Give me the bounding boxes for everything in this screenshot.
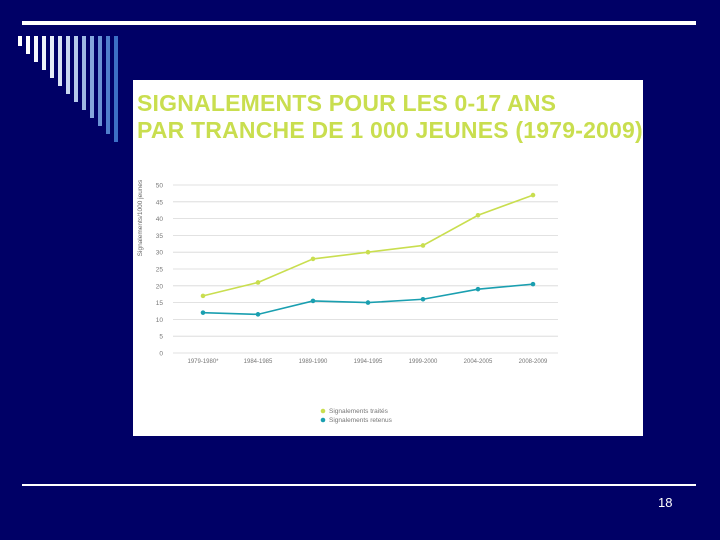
y-axis-ticks: 0 5 10 15 20 25 30 35 40 45 50 (156, 183, 164, 358)
y-tick-label: 45 (156, 199, 164, 206)
x-tick-label: 1994-1995 (354, 359, 383, 365)
legend-marker (320, 408, 326, 414)
legend-marker (320, 417, 326, 423)
x-tick-label: 1999-2000 (409, 359, 438, 365)
y-tick-label: 40 (156, 216, 164, 223)
x-tick-label: 2008-2009 (519, 359, 548, 365)
page-number: 18 (658, 495, 673, 510)
stripe (90, 36, 94, 118)
stripe (82, 36, 86, 110)
stripe (18, 36, 22, 46)
x-tick-label: 2004-2005 (464, 359, 493, 365)
chart-card: SIGNALEMENTS POUR LES 0-17 ANS PAR TRANC… (133, 80, 643, 436)
line-chart: 0 5 10 15 20 25 30 35 40 45 50 1979-1980* 1984-1985… (137, 179, 558, 424)
stripe (26, 36, 30, 54)
stripe (74, 36, 78, 102)
data-point (420, 296, 426, 302)
y-tick-label: 15 (156, 300, 164, 307)
legend: Signalements traités Signalements retenus (320, 408, 393, 424)
y-tick-label: 10 (156, 317, 164, 324)
stripe (42, 36, 46, 70)
series-line (202, 283, 534, 316)
y-tick-label: 5 (159, 334, 163, 341)
y-tick-label: 30 (156, 250, 164, 257)
series-line (202, 194, 534, 297)
stripe (114, 36, 118, 142)
y-tick-label: 50 (156, 183, 164, 190)
data-point (365, 300, 371, 305)
chart-title: SIGNALEMENTS POUR LES 0-17 ANS PAR TRANC… (137, 90, 643, 144)
y-tick-label: 20 (156, 283, 164, 290)
data-point (475, 212, 481, 218)
stripe (66, 36, 70, 94)
legend-label: Signalements retenus (329, 417, 393, 424)
stripe (106, 36, 110, 134)
y-tick-label: 35 (156, 233, 164, 240)
x-tick-label: 1984-1985 (244, 359, 273, 365)
stripe (34, 36, 38, 62)
legend-label: Signalements traités (329, 408, 389, 415)
grid (173, 184, 558, 354)
data-point (530, 192, 536, 198)
data-point (310, 256, 316, 262)
y-tick-label: 25 (156, 267, 164, 274)
data-point (365, 249, 371, 255)
x-tick-label: 1989-1990 (299, 359, 328, 365)
data-point (420, 243, 426, 248)
chart-title-line2: PAR TRANCHE DE 1 000 JEUNES (1979-2009) (137, 117, 643, 143)
top-rule (22, 21, 696, 25)
data-point (200, 310, 206, 315)
stripe (58, 36, 62, 86)
x-axis-ticks: 1979-1980* 1984-1985 1989-1990 1994-1995 199… (187, 359, 548, 365)
data-point (255, 312, 261, 317)
y-tick-label: 0 (159, 351, 163, 358)
data-point (200, 293, 206, 299)
stripe (98, 36, 102, 126)
data-point (475, 286, 481, 292)
stripe (50, 36, 54, 78)
y-axis-label: Signalements/1000 jeunes (137, 179, 144, 256)
data-point (255, 280, 261, 285)
bottom-rule (22, 484, 696, 486)
data-point (310, 298, 316, 304)
chart-title-line1: SIGNALEMENTS POUR LES 0-17 ANS (137, 90, 557, 116)
x-tick-label: 1979-1980* (187, 359, 219, 365)
series (200, 192, 536, 317)
data-point (530, 281, 536, 287)
